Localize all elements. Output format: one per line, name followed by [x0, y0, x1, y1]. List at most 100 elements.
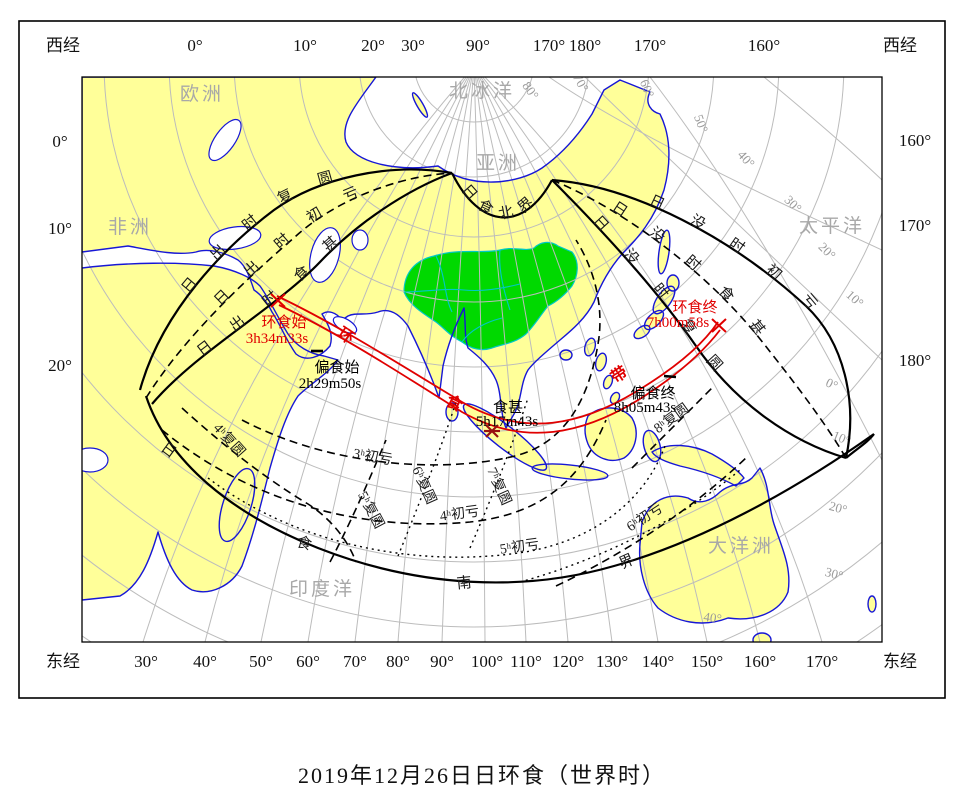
greatest-name: 食甚 — [493, 399, 523, 416]
bottom-tick: 30° — [134, 652, 158, 671]
east-loop-join — [845, 433, 875, 459]
curve-4h-first-contact — [161, 419, 607, 525]
annular-begin-time: 3h34m33s — [246, 331, 309, 347]
lat-label-30s: 30° — [823, 564, 844, 583]
top-tick: 170° — [634, 36, 666, 55]
lat-label-40n: 40° — [735, 147, 758, 171]
north-limit-curve — [451, 172, 553, 219]
label-6h-recovery: 6ʰ复圆 — [408, 464, 440, 507]
top-axis-west-left: 西经 — [46, 36, 80, 55]
bottom-axis-east-left: 东经 — [46, 652, 80, 671]
label-indian-ocean: 印度洋 — [289, 578, 355, 600]
graticule-meridians — [142, 77, 882, 642]
annular-path-south-edge — [278, 304, 721, 434]
curve-5h-first-contact — [207, 445, 666, 558]
lat-label-30n: 30° — [781, 192, 804, 215]
bottom-tick: 50° — [249, 652, 273, 671]
inland-seas — [82, 118, 369, 473]
bottom-tick: 170° — [806, 652, 838, 671]
bottom-tick: 150° — [691, 652, 723, 671]
eclipse-limit-curves — [138, 168, 875, 584]
gulf-of-guinea — [82, 447, 109, 473]
aral-sea — [351, 229, 369, 251]
baltic-sea — [208, 118, 242, 162]
lat-label-70: 70° — [570, 71, 592, 94]
lat-label-20n: 20° — [815, 239, 838, 262]
greatest-time: 5h17m43s — [476, 414, 539, 430]
right-tick: 180° — [899, 351, 931, 370]
annular-path-north-edge — [276, 295, 719, 425]
sunset-first-curve — [551, 178, 852, 459]
bottom-tick: 90° — [430, 652, 454, 671]
bottom-tick: 80° — [386, 652, 410, 671]
label-7h-recovery: 7ʰ复圆 — [483, 465, 515, 508]
lat-label-10n: 10° — [843, 287, 867, 310]
curve-6h-first-contact-dotted — [519, 469, 741, 583]
sunrise-recovery-curve — [138, 168, 453, 391]
curve-5h-recovery — [329, 439, 387, 563]
right-tick: 170° — [899, 216, 931, 235]
sunset-max-curve — [551, 179, 847, 459]
annular-end-name: 环食终 — [672, 299, 717, 316]
bottom-tick: 70° — [343, 652, 367, 671]
top-tick: 180° — [569, 36, 601, 55]
left-tick: 20° — [48, 356, 72, 375]
bottom-tick: 60° — [296, 652, 320, 671]
map-frame — [81, 76, 883, 643]
region-labels: 欧洲 北冰洋 亚洲 非洲 太平洋 印度洋 大洋洲 — [108, 80, 865, 600]
annular-end-marker — [711, 318, 727, 333]
lat-label-50: 50° — [691, 112, 711, 134]
curve-7h-recovery — [469, 397, 529, 549]
outer-frame — [18, 20, 946, 699]
partial-begin-name: 偏食始 — [314, 359, 359, 376]
land-china — [403, 241, 578, 351]
lat-label-20s: 20° — [827, 498, 848, 517]
graticule-parallels — [82, 77, 882, 642]
top-tick: 90° — [466, 36, 490, 55]
caspian-sea — [309, 227, 341, 283]
annular-begin-name: 环食始 — [261, 314, 306, 331]
top-tick: 0° — [187, 36, 202, 55]
bottom-tick: 100° — [471, 652, 503, 671]
lat-label-40s: 40° — [703, 609, 723, 626]
label-pacific-ocean: 太平洋 — [799, 215, 865, 237]
label-5h-recovery: 5ʰ复圆 — [354, 488, 388, 531]
curve-8h-recovery — [631, 385, 715, 469]
page-title: 2019年12月26日日环食（世界时） — [298, 763, 666, 788]
curve-6h-recovery — [397, 395, 459, 557]
label-arctic-ocean: 北冰洋 — [449, 80, 515, 102]
top-tick: 10° — [293, 36, 317, 55]
lat-label-0: 0° — [823, 375, 840, 394]
bottom-tick: 120° — [552, 652, 584, 671]
label-4h-first: 4ʰ初亏 — [439, 502, 480, 524]
contact-time-labels: 环食始 3h34m33s 环食终 7h00m58s 偏食始 2h29m50s 食… — [246, 299, 718, 430]
bottom-tick: 110° — [510, 652, 542, 671]
lat-label-80: 80° — [519, 79, 542, 103]
label-europe: 欧洲 — [180, 83, 224, 105]
top-tick: 20° — [361, 36, 385, 55]
label-oceania: 大洋洲 — [708, 535, 774, 557]
bottom-tick: 130° — [596, 652, 628, 671]
top-tick: 160° — [748, 36, 780, 55]
sunrise-max-curve — [151, 171, 453, 405]
left-tick: 0° — [52, 132, 67, 151]
right-tick: 160° — [899, 131, 931, 150]
top-tick: 170° — [533, 36, 565, 55]
top-axis-west-right: 西经 — [883, 36, 917, 55]
partial-end-name: 偏食终 — [630, 385, 675, 402]
annular-end-time: 7h00m58s — [647, 315, 710, 331]
lat-label-60: 60° — [637, 77, 658, 99]
south-limit-curve — [144, 395, 875, 584]
greatest-eclipse-marker — [484, 424, 500, 438]
sunset-recovery-curve — [551, 179, 847, 460]
partial-begin-time: 2h29m50s — [299, 376, 362, 392]
label-africa: 非洲 — [108, 216, 152, 238]
bottom-axis-east-right: 东经 — [883, 652, 917, 671]
label-3h-first: 3ʰ初亏 — [352, 445, 394, 469]
partial-end-time: 8h05m43s — [614, 400, 677, 416]
label-asia: 亚洲 — [476, 153, 520, 174]
china-province-borders — [403, 249, 521, 343]
sunrise-first-curve — [145, 172, 453, 399]
label-5h-first: 5ʰ初亏 — [499, 535, 540, 557]
